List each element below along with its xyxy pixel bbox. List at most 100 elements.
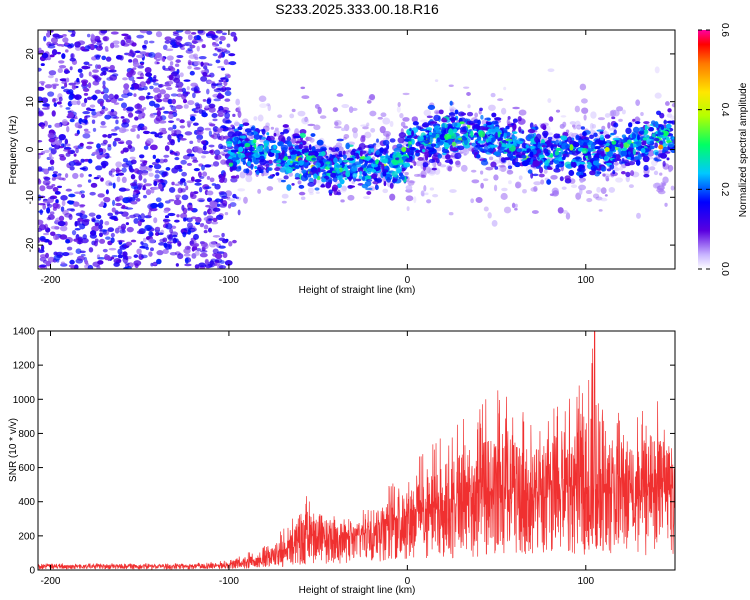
heatmap-cell	[192, 159, 199, 163]
heatmap-cell	[613, 122, 619, 128]
heatmap-cell	[413, 173, 421, 177]
heatmap-cell	[397, 137, 405, 144]
heatmap-cell	[239, 124, 244, 127]
heatmap-cell	[401, 174, 405, 181]
heatmap-cell	[267, 135, 275, 142]
heatmap-cell	[441, 148, 449, 153]
heatmap-cell	[75, 248, 82, 254]
heatmap-cell	[578, 164, 585, 169]
heatmap-cell	[654, 142, 658, 149]
heatmap-cell	[43, 103, 50, 107]
heatmap-cell	[179, 119, 185, 124]
heatmap-cell	[164, 145, 170, 152]
heatmap-cell	[468, 120, 474, 125]
heatmap-cell	[46, 32, 51, 38]
heatmap-cell	[218, 245, 226, 249]
heatmap-cell	[510, 123, 515, 126]
heatmap-cell	[370, 127, 376, 133]
heatmap-cell	[40, 63, 45, 67]
heatmap-cell	[297, 180, 302, 185]
heatmap-cell	[193, 86, 200, 93]
heatmap-cell	[228, 61, 237, 66]
heatmap-cell	[194, 250, 200, 256]
heatmap-cell	[479, 170, 484, 175]
heatmap-cell	[65, 107, 71, 110]
heatmap-cell	[107, 143, 112, 147]
heatmap-cell	[64, 42, 69, 46]
heatmap-cell	[102, 248, 108, 253]
heatmap-cell	[483, 146, 489, 153]
heatmap-cell	[59, 155, 67, 161]
snr-x-tick-label: 0	[405, 576, 411, 587]
heatmap-cell	[139, 159, 144, 163]
heatmap-cell	[296, 151, 302, 156]
heatmap-cell	[608, 127, 614, 131]
heatmap-cell	[91, 151, 100, 155]
heatmap-cell	[172, 32, 180, 37]
heatmap-cell	[189, 44, 196, 49]
heatmap-cell	[44, 149, 50, 154]
heatmap-cell	[122, 108, 127, 111]
heatmap-cell	[159, 89, 166, 95]
heatmap-cell	[237, 126, 243, 131]
heatmap-cell	[413, 196, 417, 204]
heatmap-cell	[336, 138, 344, 142]
heatmap-cell	[236, 196, 242, 201]
heatmap-cell	[208, 144, 215, 148]
heatmap-cell	[511, 202, 516, 209]
heatmap-cell	[211, 201, 219, 209]
heatmap-cell	[149, 85, 154, 90]
heatmap-blobs	[38, 30, 675, 269]
heatmap-cell	[111, 207, 116, 213]
heatmap-cell	[86, 96, 93, 101]
heatmap-cell	[153, 217, 158, 224]
heatmap-cell	[47, 91, 55, 97]
heatmap-cell	[428, 131, 433, 136]
heatmap-cell	[208, 130, 212, 137]
heatmap-cell	[139, 81, 146, 88]
heatmap-cell	[352, 172, 358, 179]
heatmap-cell	[148, 51, 156, 58]
heatmap-cell	[315, 191, 320, 195]
heatmap-cell	[376, 138, 379, 143]
heatmap-cell	[477, 119, 481, 126]
heatmap-cell	[148, 164, 154, 168]
heatmap-cell	[512, 106, 520, 110]
heatmap-cell	[198, 55, 207, 60]
heatmap-cell	[92, 127, 97, 132]
heatmap-cell	[362, 176, 366, 181]
heatmap-cell	[199, 176, 205, 179]
heatmap-cell	[107, 227, 115, 233]
heatmap-cell	[163, 84, 172, 87]
heatmap-cell	[65, 238, 71, 244]
heatmap-cell	[142, 237, 147, 243]
heatmap-cell	[572, 141, 580, 148]
heatmap-cell	[510, 135, 518, 141]
heatmap-cell	[487, 148, 494, 153]
heatmap-cell	[108, 247, 117, 251]
heatmap-cell	[135, 197, 141, 202]
heatmap-cell	[235, 98, 241, 106]
heatmap-cell	[196, 134, 204, 141]
heatmap-cell	[631, 133, 637, 140]
colorbar-label: Normalized spectral amplitude	[738, 82, 749, 217]
heatmap-cell	[253, 138, 257, 144]
heatmap-cell	[69, 165, 75, 171]
heatmap-cell	[73, 153, 77, 157]
heatmap-cell	[308, 177, 314, 184]
heatmap-cell	[265, 163, 270, 169]
heatmap-cell	[425, 167, 433, 175]
heatmap-cell	[122, 251, 128, 258]
heatmap-cell	[483, 178, 489, 182]
heatmap-cell	[604, 113, 611, 118]
heatmap-x-tick-label: 0	[405, 275, 411, 286]
heatmap-cell	[343, 134, 350, 139]
heatmap-cell	[181, 93, 187, 100]
heatmap-cell	[111, 254, 118, 258]
heatmap-cell	[125, 241, 133, 246]
heatmap-cell	[82, 133, 91, 139]
heatmap-cell	[333, 157, 338, 164]
heatmap-cell	[114, 137, 121, 142]
heatmap-cell	[108, 94, 114, 99]
heatmap-cell	[366, 191, 372, 195]
